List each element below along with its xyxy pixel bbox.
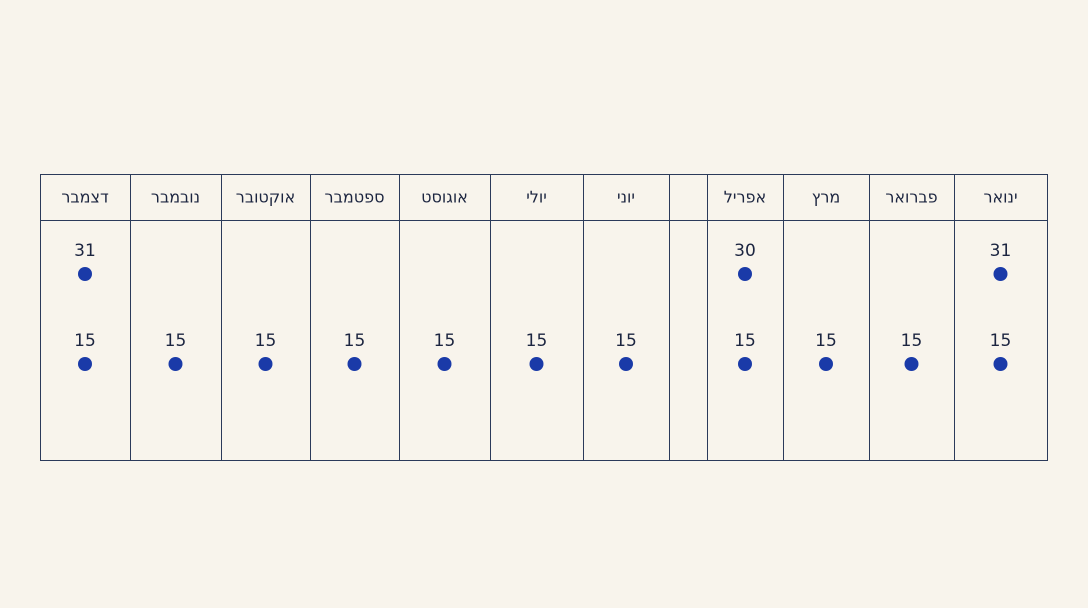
- day-dot: [819, 357, 833, 371]
- day-label: 15: [255, 331, 277, 351]
- day-label: 15: [344, 331, 366, 351]
- day-dot: [993, 357, 1008, 371]
- day-label: 15: [74, 331, 96, 351]
- month-header: יוני: [617, 188, 635, 207]
- month-header: אפריל: [724, 188, 766, 207]
- month-header: ספטמבר: [325, 188, 385, 207]
- day-label: 15: [815, 331, 837, 351]
- month-header: מרץ: [812, 188, 841, 207]
- day-label: 15: [165, 331, 187, 351]
- day-dot: [78, 267, 92, 281]
- day-label: 15: [615, 331, 637, 351]
- month-header: דצמבר: [61, 188, 109, 207]
- month-header: פברואר: [885, 188, 937, 207]
- day-label: 15: [901, 331, 923, 351]
- day-dot: [437, 357, 452, 371]
- month-header: נובמבר: [151, 188, 200, 207]
- day-dot: [738, 357, 752, 371]
- day-dot: [529, 357, 544, 371]
- day-dot: [258, 357, 273, 371]
- day-label: 31: [74, 241, 96, 261]
- day-label: 15: [434, 331, 456, 351]
- day-label: 31: [990, 241, 1012, 261]
- day-dot: [993, 267, 1008, 281]
- day-label: 15: [990, 331, 1012, 351]
- day-dot: [347, 357, 362, 371]
- month-header: יולי: [526, 188, 547, 207]
- day-label: 15: [526, 331, 548, 351]
- day-label: 30: [734, 241, 756, 261]
- table-frame: [40, 174, 1048, 461]
- month-header: אוקטובר: [236, 188, 295, 207]
- day-dot: [738, 267, 752, 281]
- day-dot: [904, 357, 919, 371]
- day-dot: [78, 357, 92, 371]
- month-header: ינואר: [983, 188, 1017, 207]
- day-dot: [168, 357, 183, 371]
- day-label: 15: [734, 331, 756, 351]
- day-dot: [619, 357, 633, 371]
- month-header: אוגוסט: [421, 188, 468, 207]
